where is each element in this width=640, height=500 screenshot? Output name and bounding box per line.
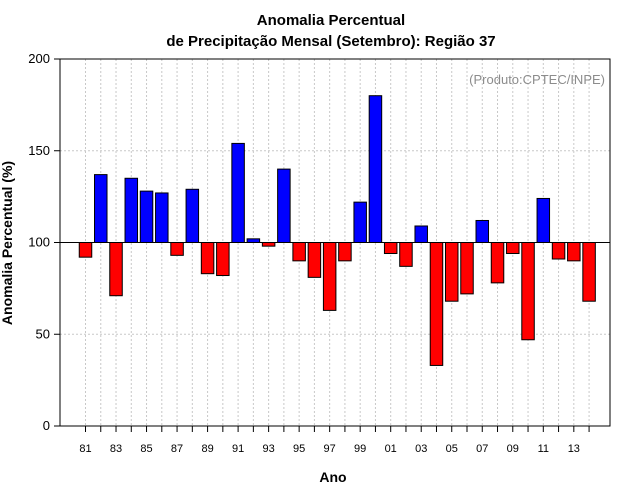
x-tick-label: 81: [79, 443, 91, 455]
x-tick-label: 97: [324, 443, 336, 455]
x-tick-label: 87: [171, 443, 183, 455]
bar-10: [521, 242, 535, 341]
bar-97: [322, 242, 337, 311]
bar-83: [109, 242, 123, 297]
bar-85: [139, 190, 154, 243]
bar-14: [582, 242, 596, 302]
bar-82: [94, 174, 108, 243]
x-tick-label: 05: [446, 443, 458, 455]
x-tick-label: 91: [232, 443, 244, 455]
bar-95: [292, 242, 306, 262]
bar-89: [200, 242, 215, 275]
bar-05: [444, 242, 459, 302]
x-tick-label: 07: [476, 443, 488, 455]
x-tick-label: 01: [385, 443, 397, 455]
x-tick-label: 11: [538, 443, 549, 455]
x-axis: 81 83 85 87 89 91 93 95 97 99 01 03 05 07 09 11 13: [79, 426, 590, 455]
y-axis: 0 50 100 150 200: [28, 51, 60, 433]
x-tick-label: 83: [110, 443, 122, 455]
x-tick-label: 89: [201, 443, 213, 455]
bar-96: [307, 242, 322, 278]
bar-08: [490, 242, 505, 284]
source-annotation: (Produto:CPTEC/INPE): [469, 72, 605, 87]
bar-09: [506, 242, 520, 255]
y-tick-label: 100: [28, 235, 50, 250]
y-tick-label: 0: [43, 418, 50, 433]
y-axis-label: Anomalia Percentual (%): [0, 161, 15, 325]
x-axis-label: Ano: [319, 469, 346, 485]
bar-00: [368, 95, 383, 243]
bar-11: [536, 197, 551, 244]
bar-98: [338, 242, 352, 262]
x-tick-label: 09: [507, 443, 519, 455]
bar-13: [567, 242, 581, 262]
bar-86: [155, 192, 169, 243]
bar-92: [246, 238, 261, 244]
x-tick-label: 03: [415, 443, 427, 455]
x-tick-label: 99: [354, 443, 366, 455]
bar-01: [383, 242, 398, 255]
bar-03: [414, 225, 428, 243]
x-tick-label: 85: [140, 443, 152, 455]
bar-88: [185, 188, 200, 244]
y-tick-label: 150: [28, 143, 50, 158]
y-tick-label: 200: [28, 51, 50, 66]
bar-02: [399, 242, 413, 267]
bar-90: [216, 242, 230, 277]
y-tick-label: 50: [36, 326, 50, 341]
x-tick-label: 95: [293, 443, 305, 455]
bar-07: [475, 219, 490, 243]
bar-06: [460, 242, 474, 295]
bar-94: [277, 168, 291, 244]
bars: [78, 95, 596, 366]
bar-04: [429, 242, 444, 366]
bar-99: [353, 201, 367, 244]
bar-91: [231, 142, 245, 243]
x-tick-label: 13: [568, 443, 580, 455]
chart-subtitle: de Precipitação Mensal (Setembro): Regiã…: [166, 33, 495, 50]
x-tick-label: 93: [262, 443, 274, 455]
bar-87: [170, 242, 184, 256]
bar-81: [78, 242, 93, 258]
bar-93: [261, 242, 276, 247]
bar-12: [551, 242, 566, 260]
chart-title: Anomalia Percentual: [257, 12, 405, 29]
bar-84: [124, 177, 139, 243]
